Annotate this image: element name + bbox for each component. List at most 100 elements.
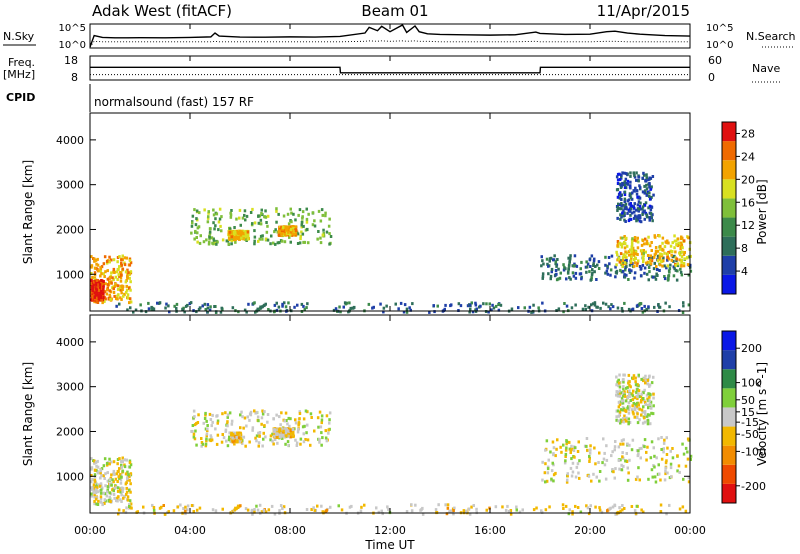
- scatter-cell: [298, 208, 302, 212]
- scatter-cell: [99, 500, 103, 504]
- scatter-cell: [99, 274, 102, 278]
- scatter-cell: [123, 263, 127, 267]
- scatter-cell: [240, 236, 243, 240]
- scatter-cell: [299, 237, 302, 241]
- scatter-cell: [645, 173, 648, 177]
- scatter-cell: [128, 488, 131, 492]
- scatter-cell: [633, 396, 637, 400]
- scatter-cell: [650, 241, 653, 244]
- scatter-cell: [106, 277, 110, 281]
- scatter-cell: [239, 432, 243, 436]
- x-tick-label: 00:00: [74, 524, 106, 537]
- scatter-cell: [270, 504, 274, 508]
- scatter-cell: [128, 263, 132, 267]
- scatter-cell: [584, 307, 587, 311]
- scatter-cell: [91, 477, 94, 481]
- colorbar-tick-label: -200: [741, 480, 766, 493]
- scatter-cell: [371, 306, 374, 310]
- scatter-cell: [216, 419, 220, 423]
- scatter-cell: [231, 436, 234, 440]
- scatter-cell: [648, 384, 651, 388]
- scatter-cell: [206, 220, 210, 224]
- scatter-cell: [120, 263, 123, 267]
- scatter-cell: [229, 211, 232, 215]
- scatter-cell: [643, 184, 646, 188]
- scatter-cell: [97, 297, 101, 301]
- scatter-cell: [636, 387, 639, 391]
- scatter-cell: [313, 429, 316, 433]
- scatter-cell: [636, 412, 639, 416]
- scatter-cell: [126, 475, 129, 478]
- scatter-cell: [632, 205, 635, 209]
- scatter-cell: [627, 422, 630, 426]
- scatter-cell: [665, 459, 668, 463]
- scatter-cell: [589, 278, 592, 282]
- scatter-cell: [632, 171, 635, 175]
- scatter-cell: [547, 264, 550, 268]
- scatter-cell: [629, 192, 633, 196]
- scatter-cell: [118, 255, 121, 259]
- scatter-cell: [261, 409, 264, 413]
- power-panel-frame: [89, 112, 691, 312]
- scatter-cell: [621, 455, 624, 459]
- scatter-cell: [313, 224, 317, 228]
- scatter-cell: [212, 208, 215, 212]
- scatter-cell: [613, 476, 616, 480]
- scatter-cell: [269, 438, 272, 442]
- scatter-cell: [243, 213, 246, 217]
- scatter-cell: [615, 375, 618, 379]
- scatter-cell: [205, 419, 208, 423]
- scatter-cell: [306, 410, 309, 414]
- scatter-cell: [306, 423, 309, 427]
- scatter-cell: [624, 459, 627, 463]
- scatter-cell: [649, 187, 652, 191]
- scatter-cell: [627, 278, 630, 281]
- scatter-cell: [622, 373, 625, 377]
- scatter-cell: [614, 265, 617, 269]
- scatter-cell: [291, 232, 294, 236]
- scatter-cell: [452, 509, 455, 512]
- scatter-cell: [115, 297, 118, 301]
- scatter-cell: [620, 307, 624, 310]
- scatter-cell: [490, 308, 493, 312]
- scatter-cell: [623, 273, 626, 277]
- scatter-cell: [623, 408, 627, 412]
- scatter-cell: [682, 264, 686, 268]
- scatter-cell: [183, 310, 186, 314]
- scatter-cell: [266, 214, 270, 218]
- scatter-cell: [381, 512, 384, 516]
- scatter-cell: [116, 284, 120, 288]
- scatter-cell: [494, 505, 498, 509]
- scatter-cell: [270, 234, 273, 238]
- scatter-cell: [640, 392, 643, 396]
- scatter-cell: [642, 242, 646, 246]
- scatter-cell: [643, 304, 646, 308]
- scatter-cell: [150, 305, 153, 309]
- scatter-cell: [557, 277, 560, 281]
- scatter-cell: [623, 259, 627, 263]
- scatter-cell: [353, 305, 356, 309]
- scatter-cell: [681, 442, 684, 446]
- scatter-cell: [238, 229, 242, 233]
- scatter-cell: [98, 286, 102, 290]
- scatter-cell: [666, 239, 669, 243]
- scatter-cell: [212, 213, 216, 217]
- scatter-cell: [635, 189, 639, 193]
- scatter-cell: [239, 504, 242, 508]
- scatter-cell: [117, 273, 120, 277]
- scatter-cell: [211, 508, 215, 512]
- scatter-cell: [620, 261, 623, 265]
- scatter-cell: [632, 251, 636, 255]
- colorbar-segment: [722, 179, 736, 199]
- scatter-cell: [238, 208, 242, 212]
- scatter-cell: [654, 277, 658, 281]
- scatter-cell: [624, 268, 627, 272]
- scatter-cell: [116, 489, 120, 493]
- scatter-cell: [262, 437, 265, 441]
- scatter-cell: [627, 401, 631, 405]
- scatter-cell: [619, 268, 622, 272]
- scatter-cell: [643, 271, 646, 275]
- scatter-cell: [405, 510, 409, 513]
- scatter-cell: [592, 472, 595, 476]
- scatter-cell: [93, 266, 97, 270]
